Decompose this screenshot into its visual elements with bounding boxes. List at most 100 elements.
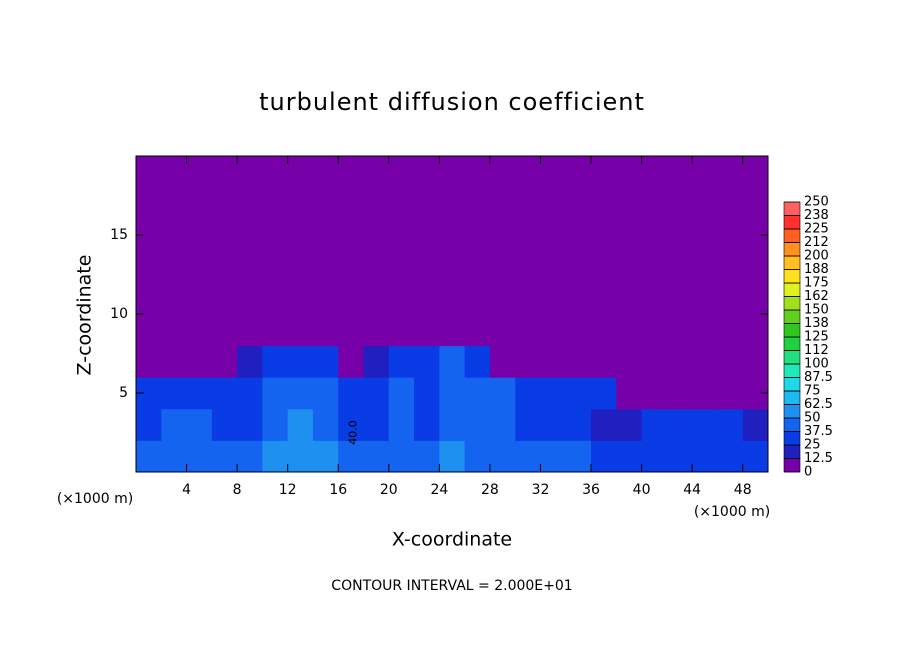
field-cell [540, 377, 567, 410]
field-cell [591, 345, 617, 378]
field-cell [489, 187, 516, 220]
field-cell [540, 314, 567, 347]
colorbar-band [783, 255, 801, 270]
colorbar-band [783, 282, 801, 297]
field-cell [540, 250, 567, 283]
field-cell [692, 156, 718, 189]
field-cell [641, 377, 668, 410]
field-cell [237, 314, 263, 347]
field-cell [237, 345, 263, 378]
field-cell [591, 156, 617, 189]
colorbar-label: 25 [804, 438, 821, 453]
field-cell [742, 250, 769, 283]
field-cell [742, 187, 769, 220]
field-cell [211, 187, 238, 220]
field-cell [616, 314, 643, 347]
x-tick-label: 28 [481, 482, 499, 498]
field-cell [338, 314, 365, 347]
field-cell [540, 156, 567, 189]
field-cell [565, 282, 592, 315]
colorbar-band [783, 228, 801, 243]
field-cell [161, 377, 188, 410]
field-cell [388, 345, 415, 378]
field-cell [388, 408, 415, 441]
colorbar-band [783, 431, 801, 446]
colorbar-label: 37.5 [804, 424, 833, 439]
field-cell [616, 408, 643, 441]
field-cell [515, 377, 541, 410]
field-cell [666, 408, 693, 441]
y-tick-label: 5 [119, 385, 128, 401]
field-cell [641, 156, 668, 189]
field-cell [388, 377, 415, 410]
field-cell [464, 187, 491, 220]
colorbar-label: 87.5 [804, 370, 833, 385]
field-cell [414, 282, 440, 315]
field-cell [540, 345, 567, 378]
field-cell [338, 440, 365, 473]
field-cell [186, 440, 213, 473]
field-cell [666, 250, 693, 283]
field-cell [388, 219, 415, 252]
field-cell [363, 187, 390, 220]
field-cell [666, 377, 693, 410]
x-tick-label: 36 [582, 482, 600, 498]
field-cell [692, 314, 718, 347]
colorbar-band [783, 377, 801, 392]
field-cell [439, 219, 466, 252]
colorbar-label: 100 [804, 357, 829, 372]
field-cell [262, 219, 289, 252]
field-cell [489, 377, 516, 410]
field-cell [338, 219, 365, 252]
field-cell [742, 282, 769, 315]
x-tick-label: 24 [430, 482, 448, 498]
field-cell [742, 440, 769, 473]
field-cell [262, 314, 289, 347]
field-cell [414, 156, 440, 189]
field-cell [237, 250, 263, 283]
colorbar-label: 138 [804, 316, 829, 331]
field-cell [717, 377, 744, 410]
field-cell [338, 187, 365, 220]
field-cell [161, 187, 188, 220]
field-cell [363, 440, 390, 473]
field-cell [414, 314, 440, 347]
field-cell [616, 440, 643, 473]
field-cell [136, 345, 162, 378]
field-cell [692, 250, 718, 283]
field-cell [161, 156, 188, 189]
field-cell [742, 408, 769, 441]
field-cell [692, 440, 718, 473]
field-cell [666, 156, 693, 189]
field-cell [616, 219, 643, 252]
field-cell [262, 187, 289, 220]
field-cell [287, 377, 314, 410]
field-cell [591, 377, 617, 410]
field-cell [211, 440, 238, 473]
colorbar-label: 175 [804, 276, 829, 291]
field-cell [287, 187, 314, 220]
field-cell [717, 156, 744, 189]
field-cell [363, 156, 390, 189]
field-cell [161, 345, 188, 378]
field-cell [287, 156, 314, 189]
field-cell [439, 345, 466, 378]
field-cell [464, 282, 491, 315]
field-cell [363, 377, 390, 410]
field-cell [489, 314, 516, 347]
field-cell [489, 345, 516, 378]
colorbar-band [783, 404, 801, 419]
field-cell [186, 377, 213, 410]
field-cell [211, 408, 238, 441]
field-cell [388, 440, 415, 473]
field-cell [666, 440, 693, 473]
field-cell [262, 250, 289, 283]
colorbar-label: 188 [804, 262, 829, 277]
colorbar-label: 150 [804, 303, 829, 318]
field-cell [515, 187, 541, 220]
colorbar-label: 12.5 [804, 451, 833, 466]
field-cell [565, 345, 592, 378]
field-cell [616, 156, 643, 189]
field-cell [237, 187, 263, 220]
